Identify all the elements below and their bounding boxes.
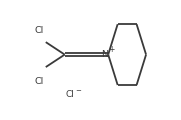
Text: −: − [75,88,81,94]
Text: Cl: Cl [66,90,75,99]
Text: Cl: Cl [35,26,44,35]
Text: +: + [109,45,115,54]
Text: Cl: Cl [35,77,44,86]
Text: N: N [101,50,108,59]
